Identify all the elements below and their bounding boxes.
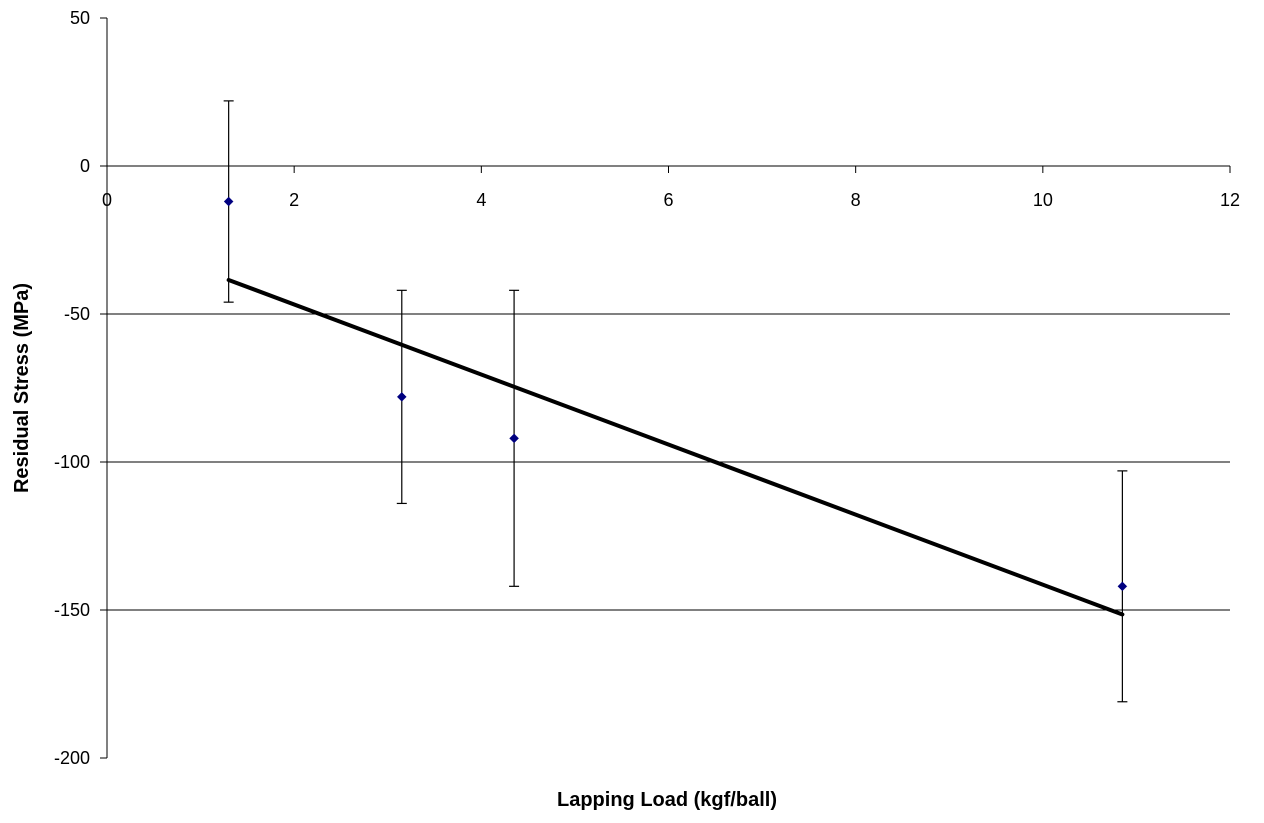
data-point xyxy=(1117,581,1128,592)
y-tick-label: -150 xyxy=(54,600,90,620)
y-axis-title: Residual Stress (MPa) xyxy=(11,283,33,493)
y-tick-label: 50 xyxy=(70,8,90,28)
data-points xyxy=(223,196,1128,592)
grid-lines xyxy=(107,313,1230,611)
trendline-layer xyxy=(226,277,1125,617)
y-tick-label: -50 xyxy=(64,304,90,324)
x-tick-label: 6 xyxy=(663,190,673,210)
x-tick-label: 2 xyxy=(289,190,299,210)
y-tick-label: -100 xyxy=(54,452,90,472)
tick-labels: 50 0 -50 -100 -150 -200 0 2 4 6 8 10 12 xyxy=(54,8,1240,768)
y-tick-label: 0 xyxy=(80,156,90,176)
x-tick-label: 0 xyxy=(102,190,112,210)
error-bars xyxy=(223,100,1128,703)
data-point xyxy=(223,196,234,207)
data-point xyxy=(509,433,519,444)
x-tick-label: 4 xyxy=(476,190,486,210)
x-axis-title: Lapping Load (kgf/ball) xyxy=(557,789,777,811)
y-tick-label: -200 xyxy=(54,748,90,768)
x-tick-label: 12 xyxy=(1220,190,1240,210)
trendline xyxy=(226,277,1125,617)
x-tick-label: 8 xyxy=(851,190,861,210)
x-tick-label: 10 xyxy=(1033,190,1053,210)
data-point xyxy=(396,392,407,402)
axes xyxy=(100,17,1231,759)
